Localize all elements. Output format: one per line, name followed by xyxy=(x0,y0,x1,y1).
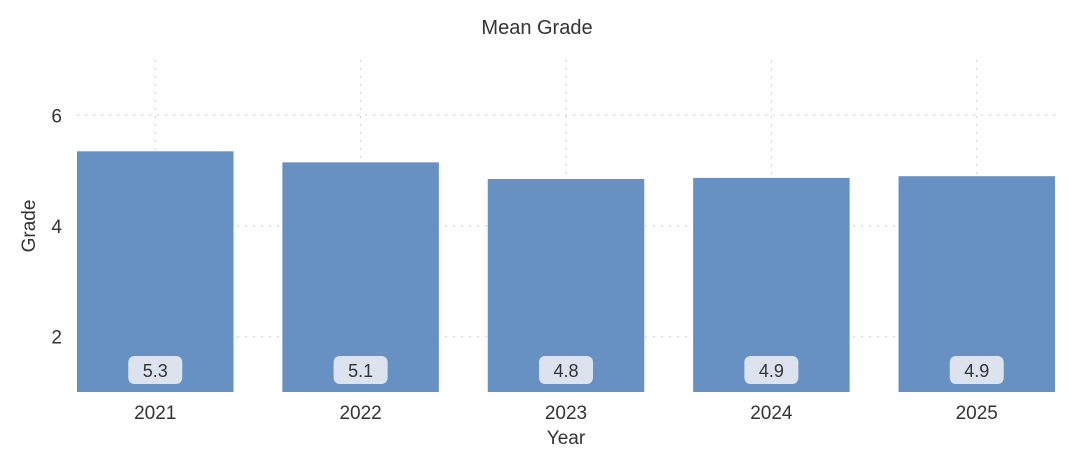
x-tick-label: 2021 xyxy=(134,403,176,424)
value-label: 5.1 xyxy=(348,361,373,381)
y-tick-label: 4 xyxy=(51,217,62,238)
value-label: 4.9 xyxy=(759,361,784,381)
value-label: 4.9 xyxy=(964,361,989,381)
value-label-box xyxy=(539,356,593,384)
x-tick-label: 2022 xyxy=(339,403,381,424)
x-tick-label: 2024 xyxy=(750,403,793,424)
value-label-box xyxy=(744,356,799,384)
value-label-box xyxy=(128,356,183,384)
x-tick-label: 2023 xyxy=(545,403,587,424)
bars-layer xyxy=(77,151,1055,392)
x-tick-label: 2025 xyxy=(956,403,998,424)
x-axis-ticks: 2021 2022 2023 2024 2025 xyxy=(134,403,998,424)
value-labels-layer: 5.3 5.1 4.8 4.9 4.9 xyxy=(128,356,1004,384)
bar-2022 xyxy=(282,162,439,392)
value-label-box xyxy=(949,356,1004,384)
bar-2021 xyxy=(77,151,234,392)
y-axis-ticks: 2 4 6 xyxy=(51,106,62,348)
y-tick-label: 6 xyxy=(51,106,62,127)
x-axis-label: Year xyxy=(547,428,586,449)
chart-title: Mean Grade xyxy=(481,17,592,39)
value-label: 4.8 xyxy=(553,361,578,381)
value-label-box xyxy=(333,356,388,384)
value-label: 5.3 xyxy=(143,361,168,381)
y-axis-label: Grade xyxy=(19,200,40,253)
y-tick-label: 2 xyxy=(51,328,62,349)
